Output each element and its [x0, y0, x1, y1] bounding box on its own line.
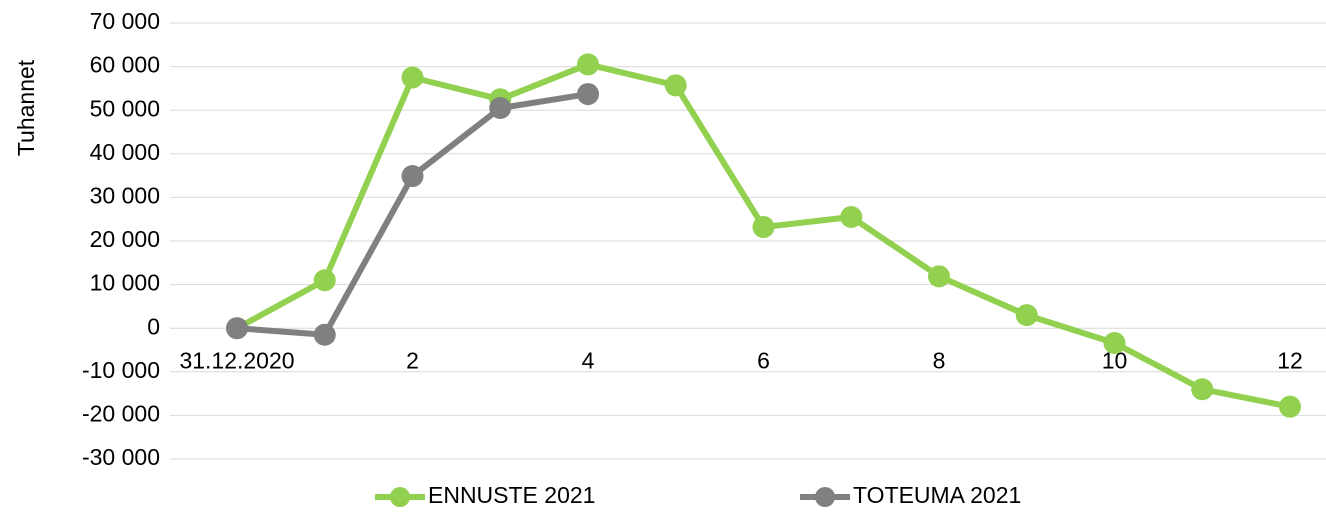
y-tick-label: 30 000	[90, 182, 160, 208]
point	[226, 317, 248, 340]
point	[840, 206, 863, 229]
x-tick-label: 4	[582, 347, 595, 373]
point	[577, 53, 599, 76]
y-axis-label: Tuhannet	[13, 59, 39, 156]
y-tick-label: -20 000	[82, 400, 160, 426]
y-tick-label: 20 000	[90, 226, 160, 252]
y-tick-label: 50 000	[90, 95, 160, 121]
y-tick-label: 0	[147, 313, 160, 339]
legend-label: TOTEUMA 2021	[853, 482, 1021, 508]
point	[1191, 378, 1214, 401]
point	[577, 83, 599, 106]
point	[489, 97, 512, 120]
x-tick-label: 2	[406, 347, 419, 373]
point	[928, 265, 950, 288]
y-tick-label: -10 000	[82, 357, 160, 383]
point	[752, 216, 775, 239]
legend-label: ENNUSTE 2021	[428, 482, 595, 508]
point	[1279, 395, 1301, 418]
legend-swatch-marker	[390, 487, 410, 507]
x-tick-label: 8	[933, 347, 946, 373]
point	[313, 269, 336, 292]
y-tick-label: 60 000	[90, 52, 160, 78]
point	[313, 323, 336, 346]
point	[401, 66, 424, 89]
point	[1015, 304, 1038, 327]
y-tick-label: 40 000	[90, 139, 160, 165]
y-tick-label: -30 000	[82, 444, 160, 470]
y-tick-label: 10 000	[90, 270, 160, 296]
x-tick-label: 6	[757, 347, 770, 373]
point	[401, 165, 424, 188]
x-tick-label: 31.12.2020	[179, 347, 294, 373]
point	[664, 74, 687, 97]
x-tick-label: 12	[1277, 347, 1303, 373]
legend-swatch-marker	[815, 487, 835, 507]
point	[1103, 332, 1126, 355]
y-tick-label: 70 000	[90, 8, 160, 34]
